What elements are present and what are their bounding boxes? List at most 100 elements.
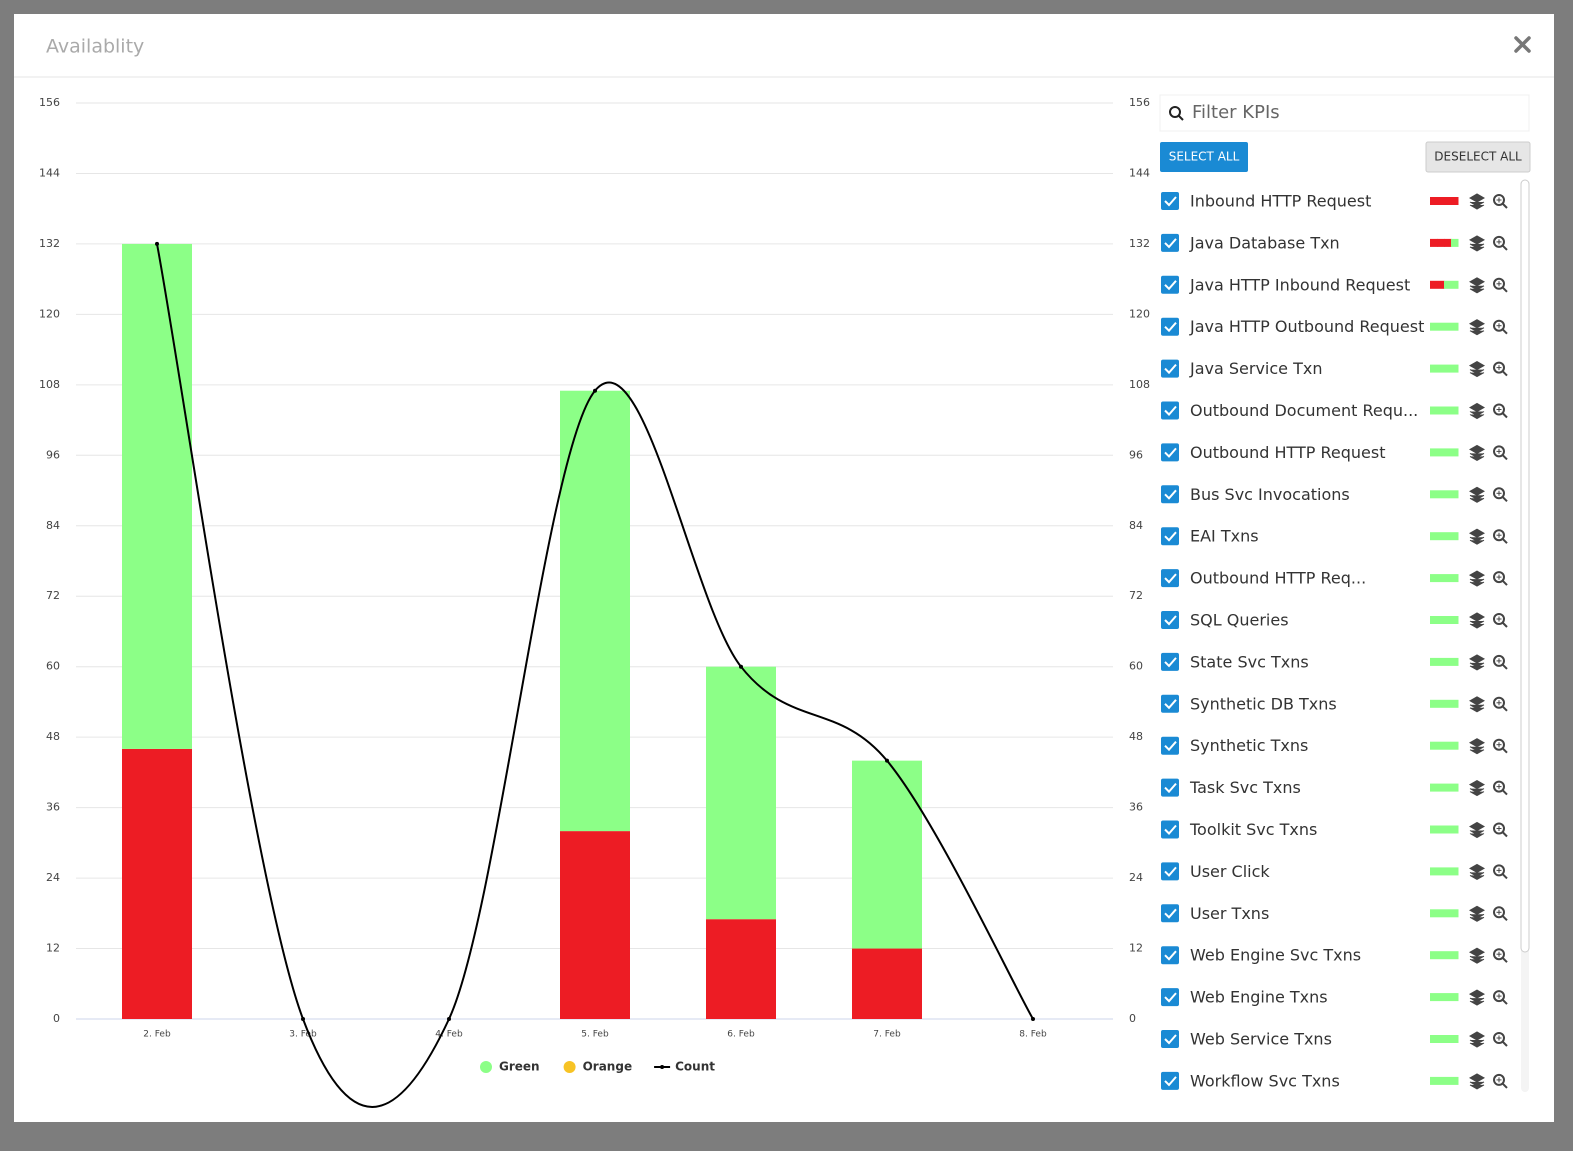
zoom-icon[interactable] xyxy=(1493,990,1508,1005)
layers-icon[interactable] xyxy=(1468,235,1486,252)
layers-icon[interactable] xyxy=(1468,193,1486,210)
kpi-checkbox[interactable] xyxy=(1161,694,1179,713)
layers-icon[interactable] xyxy=(1468,1031,1486,1048)
layers-icon[interactable] xyxy=(1468,319,1486,336)
kpi-checkbox[interactable] xyxy=(1161,485,1179,504)
zoom-icon[interactable] xyxy=(1493,613,1508,628)
legend-label[interactable]: Green xyxy=(499,1060,540,1074)
legend-label[interactable]: Count xyxy=(675,1060,715,1074)
y2-tick-label: 132 xyxy=(1129,237,1150,250)
zoom-icon[interactable] xyxy=(1493,1032,1508,1047)
kpi-checkbox[interactable] xyxy=(1161,946,1179,965)
layers-icon[interactable] xyxy=(1468,612,1486,629)
zoom-icon[interactable] xyxy=(1493,906,1508,922)
kpi-label: SQL Queries xyxy=(1190,611,1289,630)
count-point xyxy=(447,1017,451,1021)
y2-tick-label: 108 xyxy=(1129,378,1150,391)
x-tick-label: 4. Feb xyxy=(435,1030,463,1040)
zoom-icon[interactable] xyxy=(1493,529,1508,544)
zoom-icon[interactable] xyxy=(1493,738,1508,754)
kpi-checkbox[interactable] xyxy=(1161,401,1179,420)
scrollbar-thumb[interactable] xyxy=(1520,179,1530,953)
check-mark xyxy=(1164,782,1177,794)
zoom-icon[interactable] xyxy=(1493,948,1508,963)
kpi-checkbox[interactable] xyxy=(1161,820,1179,839)
layers-icon[interactable] xyxy=(1468,905,1486,922)
x-tick-label: 7. Feb xyxy=(873,1030,901,1040)
status-pill xyxy=(1430,406,1459,415)
layers-icon[interactable] xyxy=(1468,361,1486,378)
kpi-checkbox[interactable] xyxy=(1161,988,1179,1007)
kpi-checkbox[interactable] xyxy=(1161,275,1179,294)
kpi-checkbox[interactable] xyxy=(1161,862,1179,881)
layers-icon[interactable] xyxy=(1468,402,1486,420)
zoom-icon[interactable] xyxy=(1493,654,1508,670)
layers-icon[interactable] xyxy=(1468,486,1486,503)
layers-icon[interactable] xyxy=(1468,947,1486,964)
layers-icon[interactable] xyxy=(1468,654,1486,671)
y-tick-label: 108 xyxy=(39,378,60,391)
layers-icon[interactable] xyxy=(1468,780,1486,797)
check-mark xyxy=(1164,238,1177,249)
layers-icon[interactable] xyxy=(1468,989,1486,1006)
kpi-checkbox[interactable] xyxy=(1161,192,1179,210)
zoom-icon[interactable] xyxy=(1493,319,1508,335)
kpi-checkbox[interactable] xyxy=(1161,652,1179,671)
check-mark xyxy=(1164,447,1177,458)
layers-icon[interactable] xyxy=(1468,696,1486,713)
zoom-icon[interactable] xyxy=(1493,696,1508,712)
zoom-icon[interactable] xyxy=(1493,487,1508,503)
check-mark xyxy=(1164,1034,1177,1045)
layers-icon[interactable] xyxy=(1468,863,1486,880)
layers-icon[interactable] xyxy=(1468,821,1486,839)
zoom-icon[interactable] xyxy=(1493,780,1508,796)
kpi-checkbox[interactable] xyxy=(1161,736,1179,755)
y-tick-label: 96 xyxy=(46,448,60,461)
layers-icon[interactable] xyxy=(1468,528,1486,545)
select-all-button[interactable] xyxy=(1160,142,1248,172)
kpi-checkbox[interactable] xyxy=(1161,233,1179,252)
zoom-icon[interactable] xyxy=(1493,864,1508,880)
kpi-checkbox[interactable] xyxy=(1161,569,1179,588)
zoom-icon[interactable] xyxy=(1493,403,1508,419)
legend-label[interactable]: Orange xyxy=(583,1060,633,1074)
status-pill xyxy=(1430,699,1459,708)
zoom-icon[interactable] xyxy=(1493,235,1508,251)
y2-tick-label: 0 xyxy=(1129,1012,1136,1025)
y-tick-label: 36 xyxy=(46,801,60,814)
status-pill xyxy=(1430,1076,1459,1085)
legend-symbol xyxy=(563,1061,576,1073)
close-button[interactable] xyxy=(1514,36,1531,53)
layers-icon[interactable] xyxy=(1468,1073,1486,1090)
kpi-checkbox[interactable] xyxy=(1161,1030,1179,1048)
kpi-checkbox[interactable] xyxy=(1161,1071,1179,1090)
filter-input[interactable] xyxy=(1159,94,1530,132)
x-tick-label: 6. Feb xyxy=(727,1030,755,1040)
layers-icon[interactable] xyxy=(1468,444,1486,461)
kpi-checkbox[interactable] xyxy=(1161,443,1179,462)
kpi-checkbox[interactable] xyxy=(1161,359,1179,378)
kpi-label: Outbound HTTP Request xyxy=(1190,443,1386,462)
layers-icon[interactable] xyxy=(1468,570,1486,587)
y2-tick-label: 120 xyxy=(1129,307,1150,320)
zoom-icon[interactable] xyxy=(1493,445,1508,461)
zoom-icon[interactable] xyxy=(1493,277,1508,293)
count-point xyxy=(155,241,159,246)
status-pill xyxy=(1430,197,1459,205)
deselect-all-button[interactable] xyxy=(1425,141,1531,173)
zoom-icon[interactable] xyxy=(1493,194,1508,209)
kpi-checkbox[interactable] xyxy=(1161,527,1179,546)
status-pill xyxy=(1430,322,1459,331)
kpi-label: Outbound Document Requ... xyxy=(1190,401,1418,420)
zoom-icon[interactable] xyxy=(1493,1073,1508,1089)
kpi-checkbox[interactable] xyxy=(1161,778,1179,797)
kpi-checkbox[interactable] xyxy=(1161,904,1179,923)
kpi-checkbox[interactable] xyxy=(1161,317,1179,336)
zoom-icon[interactable] xyxy=(1493,571,1508,586)
layers-icon[interactable] xyxy=(1468,738,1486,755)
kpi-checkbox[interactable] xyxy=(1161,611,1179,629)
zoom-icon[interactable] xyxy=(1493,822,1508,838)
layers-icon[interactable] xyxy=(1468,277,1486,294)
zoom-icon[interactable] xyxy=(1493,361,1508,377)
bar-segment xyxy=(706,666,776,920)
